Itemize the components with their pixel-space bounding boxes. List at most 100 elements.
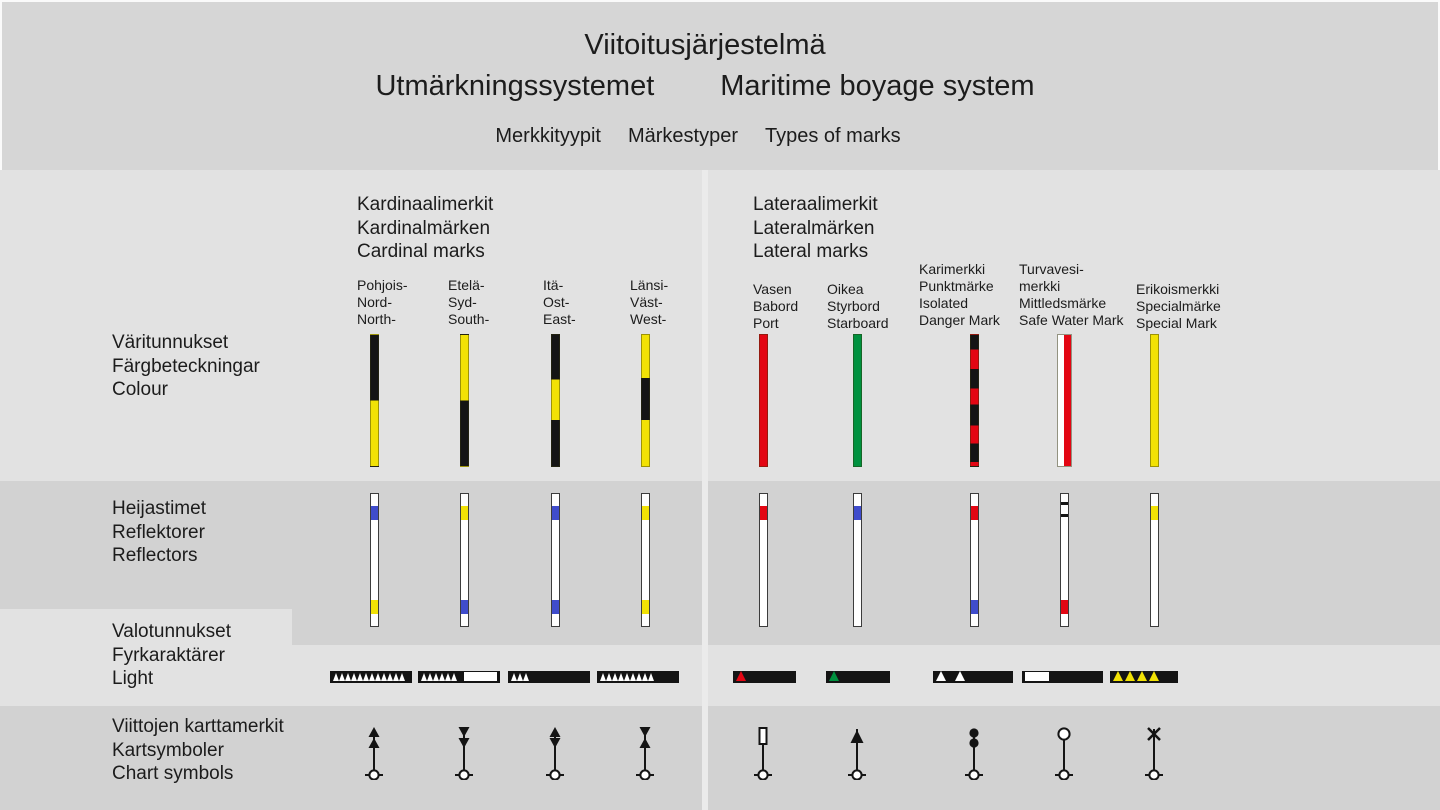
colour-stripe-red (1064, 335, 1071, 466)
light-flash-triangle-yellow (1149, 671, 1159, 681)
column-label-line: South- (448, 311, 490, 327)
colour-stripe-white (1057, 335, 1064, 466)
column-label-line: Mittledsmärke (1019, 295, 1107, 311)
reflector-band-black (1060, 514, 1068, 517)
group-divider (702, 170, 708, 810)
reflector-bar-south (459, 493, 469, 627)
column-label-line: Babord (753, 298, 799, 314)
light-bar-east (508, 671, 590, 683)
reflector-band-blue (551, 506, 559, 520)
light-flash-triangle-white (369, 673, 375, 681)
column-label-south: Etelä- Syd- South- (448, 277, 489, 328)
column-label-line: Oikea (827, 281, 864, 297)
chart-symbol-icon-cones-point-to-point (636, 727, 654, 781)
column-label-isolated-danger: Karimerkki Punktmärke Isolated Danger Mark (919, 261, 1000, 329)
row-label-reflectors: Heijastimet Reflektorer Reflectors (112, 497, 206, 568)
chart-symbol-starboard (837, 724, 877, 781)
light-flash-triangle-white (523, 673, 529, 681)
subtitle-swedish: Märkestyper (627, 125, 738, 147)
light-flash-triangle-white (517, 673, 523, 681)
light-flash-triangle-white (618, 673, 624, 681)
column-label-line: Starboard (827, 315, 889, 331)
column-label-line: Isolated (919, 295, 969, 311)
band-chart-row (0, 706, 1440, 810)
chart-symbol-isolated-danger (954, 724, 994, 781)
colour-bar-isolated-danger (969, 334, 979, 467)
reflector-band-red (759, 506, 767, 520)
row-label-line: Reflektorer (112, 521, 205, 543)
group-title-line: Lateralmärken (753, 217, 875, 239)
reflector-band-yellow (460, 506, 468, 520)
light-long-flash (464, 672, 497, 681)
chart-symbol-icon-two-cones-up (365, 727, 383, 781)
group-title-line: Lateral marks (753, 241, 869, 262)
band-light-row (0, 645, 1440, 706)
light-bar-south (418, 671, 500, 683)
row-label-line: Fyrkaraktärer (112, 644, 225, 666)
column-label-special: Erikoismerkki Specialmärke Special Mark (1136, 281, 1221, 332)
chart-symbol-icon-open-rectangle (754, 727, 772, 781)
light-flash-triangle-white (612, 673, 618, 681)
light-bar-starboard (826, 671, 890, 683)
light-flash-triangle-white (511, 673, 517, 681)
title-english: Maritime boyage system (720, 70, 1035, 102)
chart-symbol-icon-open-circle (1055, 727, 1073, 781)
light-flash-triangle-white (451, 673, 457, 681)
reflector-band-red (970, 506, 978, 520)
light-flash-triangle-white (624, 673, 630, 681)
column-label-line: Special Mark (1136, 315, 1217, 331)
title-row: Utmärkningssystemet Maritime boyage syst… (375, 70, 1034, 103)
subtitle-english: Types of marks (765, 125, 901, 147)
column-label-line: Itä- (543, 277, 564, 293)
column-label-line: Styrbord (827, 298, 880, 314)
light-flash-triangle-green (829, 671, 839, 681)
column-label-line: Vasen (753, 281, 792, 297)
light-flash-triangle-white (630, 673, 636, 681)
group-title-line: Lateraalimerkit (753, 194, 878, 215)
colour-bar-south (459, 334, 469, 467)
column-label-starboard: Oikea Styrbord Starboard (827, 281, 888, 332)
column-label-line: Länsi- (630, 277, 669, 293)
chart-symbol-south (444, 724, 484, 781)
row-label-line: Reflectors (112, 545, 198, 566)
chart-symbol-west (625, 724, 665, 781)
column-label-east: Itä- Ost- East- (543, 277, 576, 328)
column-label-line: Erikoismerkki (1136, 281, 1220, 297)
light-flash-triangle-white (600, 673, 606, 681)
light-flash-triangle-white (433, 673, 439, 681)
colour-bar-north (369, 334, 379, 467)
reflector-bar-east (550, 493, 560, 627)
column-label-line: Specialmärke (1136, 298, 1221, 314)
reflector-band-yellow (370, 600, 378, 614)
light-flash-triangle-white (333, 673, 339, 681)
light-bar-port (733, 671, 796, 683)
light-flash-triangle-white (357, 673, 363, 681)
column-label-line: Punktmärke (919, 278, 994, 294)
column-label-line: merkki (1019, 278, 1061, 294)
colour-bar-west (640, 334, 650, 467)
reflector-band-yellow (641, 600, 649, 614)
column-label-line: West- (630, 311, 667, 327)
light-flash-triangle-white (439, 673, 445, 681)
subtitle-finnish: Merkkityypit (495, 125, 601, 147)
light-flash-triangle-white (351, 673, 357, 681)
reflector-band-yellow (641, 506, 649, 520)
chart-symbol-north (354, 724, 394, 781)
chart-symbol-port (743, 724, 783, 781)
light-flash-triangle-white (399, 673, 405, 681)
row-label-line: Färgbeteckningar (112, 355, 260, 377)
light-flash-triangle-yellow (1113, 671, 1123, 681)
light-flash-triangle-white (363, 673, 369, 681)
reflector-band-blue (970, 600, 978, 614)
light-flash-triangle-white (339, 673, 345, 681)
light-flash-triangle-white (955, 671, 965, 681)
column-label-line: Safe Water Mark (1019, 312, 1124, 328)
light-bar-isolated-danger (933, 671, 1013, 683)
row-label-chart-symbols: Viittojen karttamerkit Kartsymboler Char… (112, 715, 284, 786)
light-flash-triangle-white (445, 673, 451, 681)
colour-bar-safe-water (1056, 334, 1072, 467)
row-label-line: Colour (112, 379, 168, 400)
reflector-band-blue (551, 600, 559, 614)
reflector-band-blue (370, 506, 378, 520)
